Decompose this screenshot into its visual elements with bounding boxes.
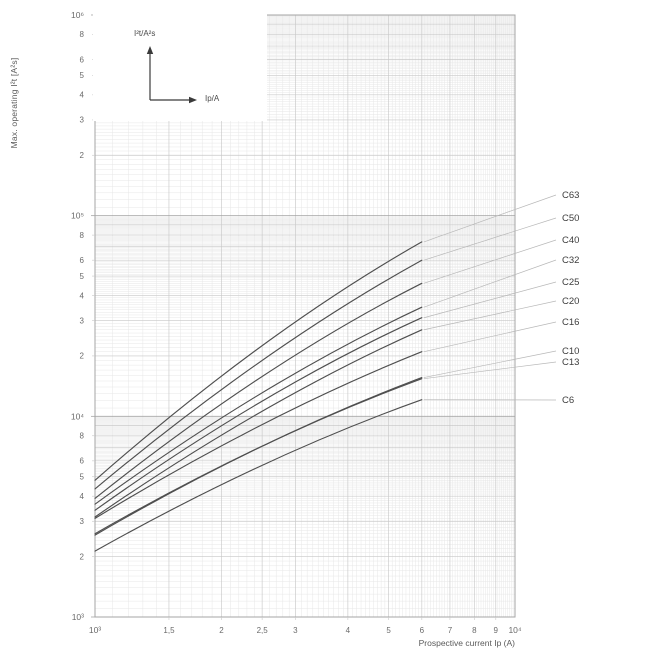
y-tick-label: 5 xyxy=(80,272,85,281)
y-tick-label: 8 xyxy=(80,432,85,441)
y-tick-label: 4 xyxy=(80,91,85,100)
leader-line-C16 xyxy=(423,321,557,353)
curve-label-C6: C6 xyxy=(562,395,574,406)
y-tick-label: 3 xyxy=(80,116,85,125)
curve-C32 xyxy=(94,306,423,505)
y-tick-label-decade: 10³ xyxy=(72,612,84,622)
y-tick-label: 5 xyxy=(80,71,85,80)
curve-C13 xyxy=(94,378,423,535)
leader-line-C63 xyxy=(423,194,557,243)
x-tick-label: 8 xyxy=(472,626,477,635)
inset-y-axis-label: I²t/A²s xyxy=(134,29,156,38)
x-tick-label: 2,5 xyxy=(257,626,269,635)
curve-C40 xyxy=(94,282,423,499)
y-tick-label: 6 xyxy=(80,457,85,466)
curve-label-C16: C16 xyxy=(562,317,579,328)
x-tick-label: 3 xyxy=(293,626,298,635)
y-tick-label: 3 xyxy=(80,517,85,526)
x-tick-label: 7 xyxy=(448,626,453,635)
curve-label-C63: C63 xyxy=(562,190,579,201)
x-tick-label: 1,5 xyxy=(163,626,175,635)
leader-line-C13 xyxy=(423,361,557,380)
x-tick-label: 9 xyxy=(494,626,499,635)
curve-C20 xyxy=(94,329,423,518)
axes-arrows-icon xyxy=(146,46,197,104)
y-tick-label: 2 xyxy=(80,151,85,160)
curve-C63 xyxy=(94,241,423,481)
leader-line-C25 xyxy=(423,281,557,319)
y-tick-label-decade: 10⁵ xyxy=(71,211,84,221)
y-tick-label: 4 xyxy=(80,291,85,300)
y-tick-label-decade: 10⁴ xyxy=(71,411,84,421)
curve-label-C32: C32 xyxy=(562,255,579,266)
curve-label-C25: C25 xyxy=(562,277,579,288)
curve-label-C50: C50 xyxy=(562,213,579,224)
leader-line-C32 xyxy=(423,259,557,308)
legend-inset: I²t/A²s Ip/A xyxy=(93,14,267,121)
curve-C16 xyxy=(94,351,423,519)
y-axis-title: Max. operating I²t [A²s] xyxy=(9,57,19,149)
leader-line-C10 xyxy=(423,350,557,378)
x-tick-label: 5 xyxy=(386,626,391,635)
curve-label-C40: C40 xyxy=(562,235,579,246)
x-tick-label: 2 xyxy=(219,626,224,635)
plot-border xyxy=(94,14,516,618)
curve-C6 xyxy=(94,399,423,552)
y-tick-label: 5 xyxy=(80,473,85,482)
inset-x-axis-label: Ip/A xyxy=(205,94,220,103)
y-tick-label: 2 xyxy=(80,552,85,561)
curve-C25 xyxy=(94,317,423,511)
leader-line-C40 xyxy=(423,239,557,284)
x-tick-label-decade: 10⁴ xyxy=(508,625,521,635)
x-tick-label: 4 xyxy=(346,626,351,635)
curve-label-C13: C13 xyxy=(562,357,579,368)
curve-C50 xyxy=(94,259,423,490)
x-axis-title: Prospective current Ip (A) xyxy=(418,638,515,648)
y-tick-label: 3 xyxy=(80,316,85,325)
y-tick-label: 8 xyxy=(80,231,85,240)
leader-line-C50 xyxy=(423,217,557,261)
y-tick-label: 6 xyxy=(80,55,85,64)
leader-line-C20 xyxy=(423,300,557,331)
y-tick-label: 8 xyxy=(80,30,85,39)
y-tick-label: 6 xyxy=(80,256,85,265)
x-tick-label-decade: 10³ xyxy=(89,625,101,635)
y-tick-label: 4 xyxy=(80,492,85,501)
y-tick-label: 2 xyxy=(80,352,85,361)
y-tick-label-decade: 10⁶ xyxy=(71,10,84,20)
curve-label-C10: C10 xyxy=(562,346,579,357)
x-tick-label: 6 xyxy=(420,626,425,635)
curve-label-C20: C20 xyxy=(562,296,579,307)
